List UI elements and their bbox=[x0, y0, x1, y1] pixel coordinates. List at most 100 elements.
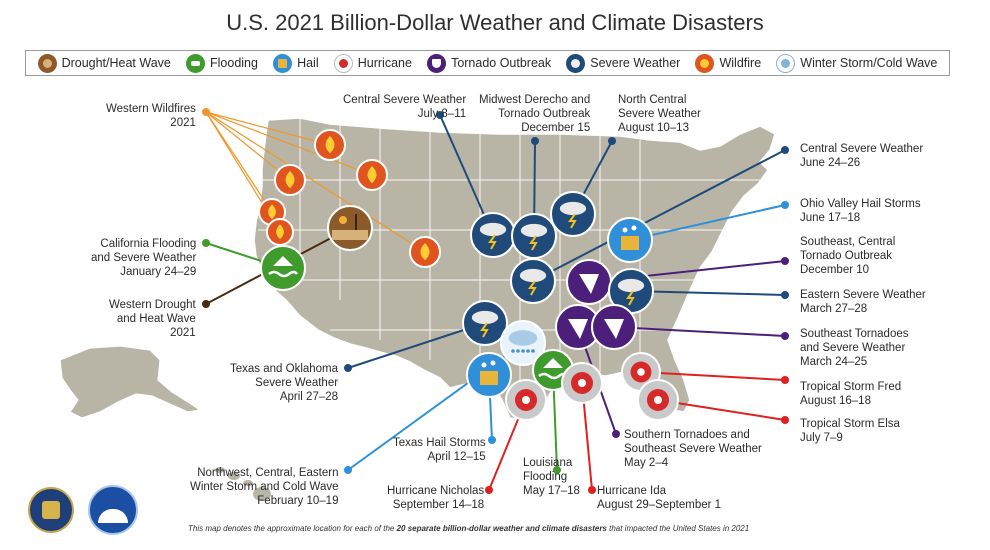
event-date: August 29–September 1 bbox=[597, 499, 722, 511]
connector-ts_elsa bbox=[657, 399, 786, 421]
event-title: Southeast Severe Weather bbox=[624, 443, 762, 455]
connector-western_wildfires bbox=[205, 111, 291, 181]
tornado-icon bbox=[427, 53, 447, 73]
event-title: Western Wildfires bbox=[106, 103, 196, 115]
event-label-central_severe_jun: Central Severe Weather June 24–26 bbox=[800, 142, 923, 170]
hawaii-shape bbox=[215, 467, 271, 501]
label-dot-ca_flooding bbox=[202, 239, 210, 247]
legend-label: Drought/Heat Wave bbox=[61, 56, 171, 70]
footnote-end: that impacted the United States in 2021 bbox=[606, 524, 750, 533]
event-label-la_flooding: Louisiana Flooding May 17–18 bbox=[523, 456, 580, 498]
event-date: August 16–18 bbox=[800, 395, 871, 407]
event-label-ts_fred: Tropical Storm Fred August 16–18 bbox=[800, 380, 901, 408]
event-label-winter_storm: Northwest, Central, Eastern Winter Storm … bbox=[190, 466, 338, 508]
hurricane-icon bbox=[561, 362, 603, 404]
label-dot-western_wildfires bbox=[202, 108, 210, 116]
event-date: April 27–28 bbox=[279, 391, 339, 403]
event-title: Texas Hail Storms bbox=[393, 437, 486, 449]
event-date: July 7–9 bbox=[800, 432, 843, 444]
hurricane-icon bbox=[505, 379, 547, 421]
legend-item-wildfire: Wildfire bbox=[695, 53, 762, 73]
label-dot-hurricane_ida bbox=[588, 486, 596, 494]
event-date: June 17–18 bbox=[800, 212, 861, 224]
event-title: and Heat Wave bbox=[116, 313, 196, 325]
connector-eastern_severe bbox=[630, 290, 786, 296]
label-dot-la_flooding bbox=[553, 466, 561, 474]
legend-label: Hurricane bbox=[357, 56, 412, 70]
event-date: March 27–28 bbox=[800, 303, 868, 315]
tornado-icon bbox=[555, 304, 601, 350]
footnote-text: This map denotes the approximate locatio… bbox=[188, 524, 397, 533]
legend-item-tornado: Tornado Outbreak bbox=[427, 53, 552, 73]
tornado-icon bbox=[591, 304, 637, 350]
drought-icon bbox=[327, 205, 373, 251]
event-title: Midwest Derecho and bbox=[479, 94, 591, 106]
hail-icon bbox=[607, 217, 653, 263]
hurricane-icon bbox=[333, 53, 353, 73]
connector-western_wildfires bbox=[205, 111, 273, 213]
label-dot-central_severe_jul bbox=[436, 111, 444, 119]
event-date: December 15 bbox=[521, 122, 591, 134]
event-label-eastern_severe: Eastern Severe Weather March 27–28 bbox=[800, 288, 926, 316]
legend-item-severe: Severe Weather bbox=[566, 53, 681, 73]
label-dot-north_central_severe bbox=[608, 137, 616, 145]
drought-icon bbox=[37, 53, 57, 73]
event-label-midwest_derecho: Midwest Derecho and Tornado Outbreak Decem… bbox=[479, 93, 590, 135]
event-date: February 10–19 bbox=[257, 495, 339, 507]
event-date: March 24–25 bbox=[800, 356, 868, 368]
label-dot-eastern_severe bbox=[781, 291, 789, 299]
connector-lines bbox=[202, 108, 789, 494]
connector-ts_fred bbox=[640, 371, 786, 381]
event-label-tx_hail: Texas Hail Storms April 12–15 bbox=[393, 436, 486, 464]
label-dot-tx_hail bbox=[488, 436, 496, 444]
label-dot-se_tornadoes bbox=[781, 332, 789, 340]
legend-label: Severe Weather bbox=[590, 56, 681, 70]
legend-label: Wildfire bbox=[719, 56, 762, 70]
event-title: Flooding bbox=[523, 471, 568, 483]
event-icons bbox=[258, 129, 679, 421]
wildfire-icon bbox=[695, 53, 715, 73]
severe-icon bbox=[550, 191, 596, 237]
event-date: September 14–18 bbox=[392, 499, 485, 511]
label-dot-ts_fred bbox=[781, 376, 789, 384]
dept-of-commerce-seal bbox=[28, 487, 74, 533]
label-dot-midwest_derecho bbox=[531, 137, 539, 145]
event-label-ts_elsa: Tropical Storm Elsa July 7–9 bbox=[800, 417, 900, 445]
label-dot-se_central_tornado bbox=[781, 257, 789, 265]
connector-tx_ok_severe bbox=[347, 322, 486, 369]
event-label-ca_flooding: California Flooding and Severe Weather Jan… bbox=[91, 237, 196, 279]
severe-icon bbox=[511, 213, 557, 259]
label-dot-southern_tornadoes bbox=[612, 430, 620, 438]
severe-icon bbox=[608, 268, 654, 314]
severe-icon bbox=[470, 212, 516, 258]
label-dot-winter_storm bbox=[344, 466, 352, 474]
event-label-hurricane_nicholas: Hurricane Nicholas September 14–18 bbox=[387, 484, 484, 512]
event-label-western_wildfires: Western Wildfires 2021 bbox=[106, 102, 196, 130]
connector-se_tornadoes bbox=[613, 326, 786, 337]
winter-icon bbox=[776, 53, 796, 73]
wildfire-icon bbox=[274, 164, 306, 196]
severe-icon bbox=[462, 300, 508, 346]
event-date: December 10 bbox=[800, 264, 870, 276]
connector-western_wildfires bbox=[205, 111, 331, 146]
event-title: Southeast, Central bbox=[800, 236, 896, 248]
event-title: Eastern Severe Weather bbox=[800, 289, 926, 301]
connector-western_wildfires bbox=[205, 111, 373, 176]
event-title: Texas and Oklahoma bbox=[230, 363, 339, 375]
wildfire-icon bbox=[314, 129, 346, 161]
event-title: Southern Tornadoes and bbox=[624, 429, 750, 441]
event-title: Tropical Storm Elsa bbox=[800, 418, 900, 430]
event-date: June 24–26 bbox=[800, 157, 861, 169]
event-title: Northwest, Central, Eastern bbox=[197, 467, 339, 479]
event-label-hurricane_ida: Hurricane Ida August 29–September 1 bbox=[597, 484, 721, 512]
label-dot-central_severe_jun bbox=[781, 146, 789, 154]
event-label-north_central_severe: North Central Severe Weather August 10–13 bbox=[618, 93, 701, 135]
legend-item-hurricane: Hurricane bbox=[333, 53, 412, 73]
severe-icon bbox=[566, 53, 586, 73]
event-label-se_central_tornado: Southeast, Central Tornado Outbreak Decemb… bbox=[800, 235, 895, 277]
legend-item-hail: Hail bbox=[273, 53, 319, 73]
map-title: U.S. 2021 Billion-Dollar Weather and Cli… bbox=[226, 10, 764, 35]
event-label-ohio_valley_hail: Ohio Valley Hail Storms June 17–18 bbox=[800, 197, 921, 225]
legend-label: Tornado Outbreak bbox=[451, 56, 552, 70]
